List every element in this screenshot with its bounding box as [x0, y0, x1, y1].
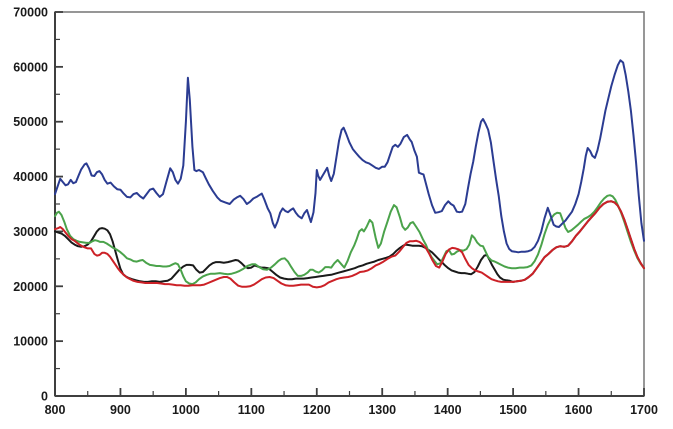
plot-border: [54, 11, 645, 397]
y-tick-label: 60000: [13, 60, 48, 74]
x-tick-label: 800: [45, 403, 66, 417]
x-tick-label: 1600: [565, 403, 593, 417]
y-tick-label: 10000: [13, 335, 48, 349]
y-tick-label: 20000: [13, 280, 48, 294]
y-tick-label: 40000: [13, 170, 48, 184]
x-tick-label: 1400: [434, 403, 462, 417]
x-tick-label: 1700: [630, 403, 658, 417]
x-tick-label: 900: [110, 403, 131, 417]
y-tick-label: 0: [41, 390, 48, 404]
series-red-line: [54, 200, 645, 289]
series-blue-line: [54, 59, 645, 254]
y-tick-label: 70000: [13, 6, 48, 20]
axes: [54, 11, 645, 397]
series-lines: [54, 59, 645, 289]
y-tick-label: 50000: [13, 115, 48, 129]
series-green-line: [54, 194, 645, 286]
y-tick-label: 30000: [13, 225, 48, 239]
x-tick-label: 1100: [238, 403, 265, 417]
x-tick-label: 1200: [303, 403, 331, 417]
x-tick-label: 1300: [368, 403, 396, 417]
axis-tick-labels: 800 900 1000 1100 1200 1300 1400 1500 1600 1700 0 1…: [13, 6, 658, 418]
x-tick-label: 1500: [499, 403, 527, 417]
x-tick-label: 1000: [172, 403, 200, 417]
